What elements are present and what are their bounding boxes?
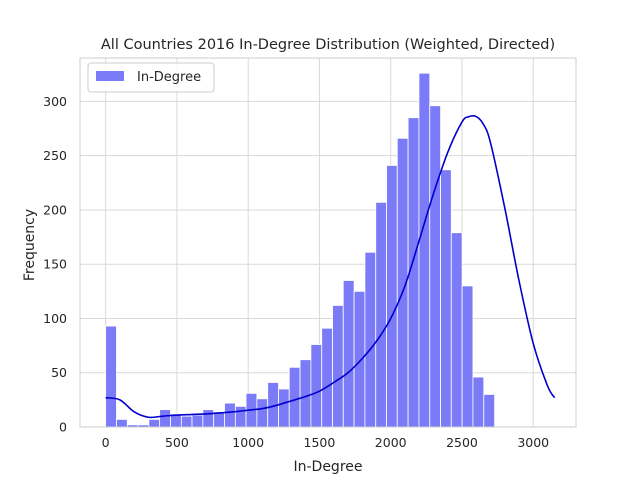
histogram-bar (288, 366, 301, 428)
histogram-bar (332, 305, 344, 428)
histogram-bar (321, 327, 333, 428)
histogram-bar (429, 105, 441, 428)
histogram-bar (213, 411, 225, 428)
histogram-bar (234, 405, 247, 428)
x-tick-label: 3000 (517, 435, 549, 450)
histogram-bar (299, 359, 312, 428)
chart-title: All Countries 2016 In-Degree Distributio… (101, 37, 555, 53)
histogram-bar (364, 251, 377, 428)
histogram-bar (278, 388, 290, 428)
histogram-bar (353, 290, 366, 428)
y-tick-label: 50 (51, 365, 67, 380)
histogram-bar (202, 409, 215, 428)
histogram-bar (159, 409, 171, 428)
histogram-bar (386, 165, 398, 428)
histogram-bar (310, 344, 323, 428)
y-tick-label: 250 (43, 148, 67, 163)
histogram-bar (191, 414, 204, 428)
y-tick-label: 0 (59, 420, 67, 435)
histogram-bar (440, 169, 452, 428)
legend: In-Degree (87, 62, 215, 93)
legend-label: In-Degree (137, 70, 201, 85)
y-tick-label: 300 (43, 94, 67, 109)
histogram-bar (256, 398, 269, 428)
histogram-bar (224, 402, 236, 428)
histogram-bar (450, 232, 463, 428)
histogram-bar (180, 415, 193, 428)
histogram-bar (472, 376, 485, 428)
x-axis-label: In-Degree (293, 459, 362, 475)
kde-line (105, 114, 556, 419)
x-tick-label: 0 (102, 435, 110, 450)
histogram-bar (375, 201, 387, 428)
x-tick-label: 2500 (446, 435, 478, 450)
y-tick-label: 150 (43, 257, 67, 272)
y-axis-ticks: 0 50 100 150 200 250 300 (43, 94, 67, 435)
y-tick-label: 100 (43, 311, 67, 326)
y-tick-label: 200 (43, 202, 67, 217)
x-tick-label: 2000 (375, 435, 407, 450)
histogram-bar (461, 285, 474, 428)
histogram-bar (148, 419, 161, 428)
histogram-bar (418, 72, 431, 428)
x-tick-label: 1500 (304, 435, 336, 450)
histogram-bar (116, 419, 128, 428)
x-tick-label: 500 (165, 435, 189, 450)
histogram-bar (342, 280, 355, 428)
histogram-bar (483, 394, 496, 428)
plot-frame (79, 57, 577, 428)
histogram-bar (105, 325, 117, 428)
x-tick-label: 1000 (232, 435, 264, 450)
x-axis-ticks: 0 500 1000 1500 2000 2500 3000 (102, 435, 550, 450)
legend-swatch (96, 71, 124, 81)
legend-box (87, 62, 215, 93)
y-axis-label: Frequency (22, 209, 38, 281)
